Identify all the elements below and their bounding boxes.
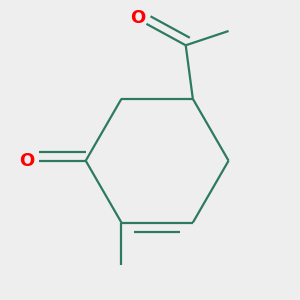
Text: O: O <box>130 9 146 27</box>
Text: O: O <box>19 152 34 170</box>
